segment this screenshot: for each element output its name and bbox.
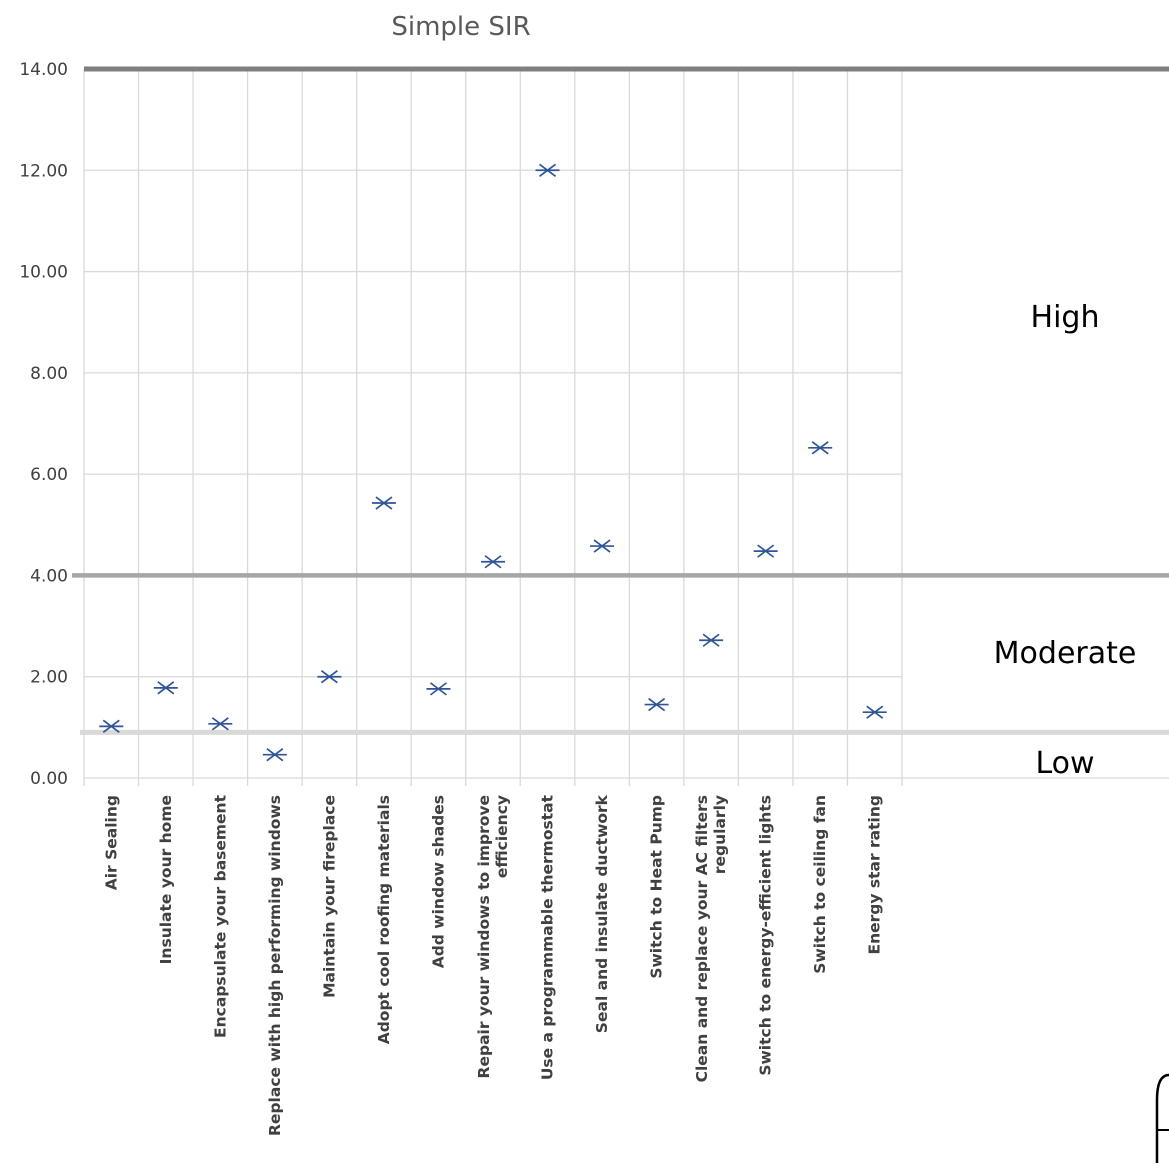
x-tick-label: Use a programmable thermostat	[539, 794, 557, 1080]
y-tick-label: 12.00	[19, 161, 68, 181]
zone-label-low: Low	[1035, 746, 1094, 781]
x-axis-ticks: Air Sealing Insulate your home Encapsulate…	[102, 794, 883, 1136]
x-tick-label-line: Air Sealing	[102, 795, 120, 890]
data-point	[371, 496, 396, 510]
x-tick-label-line: Switch to energy-efficient lights	[757, 795, 775, 1076]
x-tick-label: Encapsulate your basement	[211, 794, 229, 1038]
data-point	[808, 441, 833, 455]
gridlines	[83, 68, 1169, 786]
y-tick-label: 0.00	[30, 769, 68, 789]
x-tick-label-line: Encapsulate your basement	[211, 794, 229, 1038]
x-tick-label-line: Seal and insulate ductwork	[593, 794, 611, 1033]
data-point	[862, 705, 887, 719]
x-tick-label: Air Sealing	[102, 795, 120, 890]
data-point	[644, 697, 669, 712]
x-tick-label: Insulate your home	[157, 795, 175, 964]
x-tick-label: Seal and insulate ductwork	[593, 794, 611, 1033]
x-tick-label: Add window shades	[429, 795, 447, 968]
x-tick-label-line: Insulate your home	[157, 795, 175, 964]
x-tick-label-line: Maintain your fireplace	[320, 795, 338, 998]
threshold-lines	[72, 66, 1169, 735]
data-point	[535, 163, 560, 177]
x-tick-label-line: Use a programmable thermostat	[539, 794, 557, 1080]
data-point	[317, 670, 342, 684]
x-tick-label: Adopt cool roofing materials	[375, 795, 393, 1044]
data-points	[99, 163, 887, 762]
x-tick-label-line: efficiency	[493, 795, 511, 878]
x-tick-label-line: Adopt cool roofing materials	[375, 795, 393, 1044]
x-tick-label-line: Clean and replace your AC filters	[693, 795, 711, 1082]
x-tick-label-line: Replace with high performing windows	[266, 795, 284, 1136]
y-tick-label: 6.00	[30, 465, 68, 485]
data-point	[99, 719, 124, 734]
y-tick-label: 10.00	[19, 263, 68, 283]
x-tick-label: Replace with high performing windows	[266, 795, 284, 1136]
y-tick-label: 2.00	[30, 668, 68, 688]
zone-label-high: High	[1031, 300, 1100, 335]
data-point	[590, 539, 615, 553]
zone-label-moderate: Moderate	[994, 636, 1137, 671]
data-point	[208, 717, 233, 731]
data-point	[699, 633, 724, 647]
x-tick-label-line: Switch to Heat Pump	[648, 795, 666, 979]
x-tick-label: Maintain your fireplace	[320, 795, 338, 998]
x-tick-label: Switch to ceiling fan	[811, 795, 829, 974]
x-tick-label: Clean and replace your AC filters regular…	[693, 795, 729, 1082]
x-tick-label: Switch to Heat Pump	[648, 795, 666, 979]
chart-title: Simple SIR	[391, 12, 530, 42]
data-point	[753, 544, 778, 558]
x-tick-label-line: Repair your windows to improve	[475, 795, 493, 1078]
zone-labels: High Moderate Low	[994, 300, 1137, 781]
y-tick-label: 8.00	[30, 364, 68, 384]
y-tick-label: 4.00	[30, 566, 68, 586]
x-tick-label-line: Switch to ceiling fan	[811, 795, 829, 974]
x-tick-label: Repair your windows to improve efficiency	[475, 795, 511, 1078]
x-tick-label: Energy star rating	[866, 795, 884, 954]
data-point	[481, 555, 505, 569]
data-point	[153, 681, 178, 695]
data-point	[426, 682, 451, 696]
y-axis-ticks: 0.00 2.00 4.00 6.00 8.00 10.00 12.00 14.00	[19, 60, 68, 789]
y-tick-label: 14.00	[19, 60, 68, 80]
x-tick-label-line: Add window shades	[429, 795, 447, 968]
x-tick-label: Switch to energy-efficient lights	[757, 795, 775, 1076]
data-point	[262, 748, 287, 762]
corner-shape-decoration	[1155, 1073, 1169, 1163]
x-tick-label-line: Energy star rating	[866, 795, 884, 954]
x-tick-label-line: regularly	[711, 795, 729, 874]
